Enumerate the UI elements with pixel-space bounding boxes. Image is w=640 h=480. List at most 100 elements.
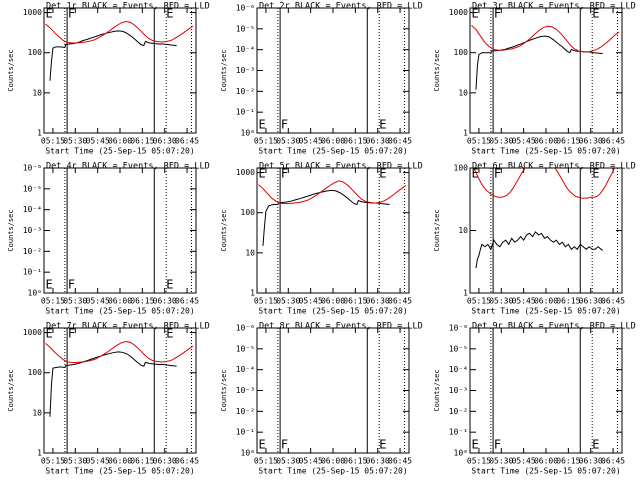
x-tick-label: 05:45 xyxy=(299,137,323,146)
panel: Det 3r BLACK = Events, RED = LLD Counts/s… xyxy=(433,2,636,156)
x-tick-label: 05:15 xyxy=(41,457,65,466)
data-line xyxy=(474,168,615,199)
x-tick-label: 05:30 xyxy=(276,137,300,146)
x-tick-label: 05:15 xyxy=(41,137,65,146)
y-tick-label: 10⁰ xyxy=(454,449,468,458)
y-tick-label: 1 xyxy=(37,449,42,458)
x-tick-label: 06:45 xyxy=(601,297,625,306)
y-tick-label: 1000 xyxy=(23,8,42,17)
y-tick-label: 10⁻² xyxy=(449,407,468,416)
y-axis-label: Counts/sec xyxy=(7,209,15,251)
annotation: E xyxy=(45,327,52,341)
annotation: E xyxy=(45,278,52,292)
x-tick-label: 06:15 xyxy=(343,297,367,306)
annotation: E xyxy=(379,438,386,452)
x-axis-label: Start Time (25-Sep-15 05:07:20) xyxy=(45,467,194,476)
data-line xyxy=(475,231,603,269)
x-axis-label: Start Time (25-Sep-15 05:07:20) xyxy=(45,307,194,316)
annotation: F xyxy=(494,167,501,181)
y-axis-label: Counts/sec xyxy=(433,49,441,91)
annotation: E xyxy=(592,438,599,452)
y-tick-label: 10⁻⁶ xyxy=(236,4,255,13)
panel-title: Det 5r BLACK = Events, RED = LLD xyxy=(259,162,423,172)
annotation: E xyxy=(45,7,52,21)
x-tick-label: 05:45 xyxy=(86,137,110,146)
y-tick-label: 1000 xyxy=(236,168,255,177)
y-tick-label: 10⁻² xyxy=(236,407,255,416)
x-tick-label: 06:00 xyxy=(108,297,132,306)
x-tick-label: 06:15 xyxy=(130,297,154,306)
annotation: F xyxy=(281,438,288,452)
x-tick-label: 06:45 xyxy=(175,297,199,306)
x-axis-label: Start Time (25-Sep-15 05:07:20) xyxy=(258,307,407,316)
panel-title: Det 9r BLACK = Events, RED = LLD xyxy=(472,322,636,332)
x-tick-label: 06:15 xyxy=(343,137,367,146)
y-tick-label: 1 xyxy=(37,129,42,138)
x-axis-label: Start Time (25-Sep-15 05:07:20) xyxy=(471,467,620,476)
x-tick-label: 05:30 xyxy=(489,457,513,466)
x-tick-label: 05:15 xyxy=(254,297,278,306)
x-tick-label: 06:00 xyxy=(108,137,132,146)
x-axis-label: Start Time (25-Sep-15 05:07:20) xyxy=(258,467,407,476)
x-tick-label: 06:45 xyxy=(388,137,412,146)
x-tick-label: 06:30 xyxy=(366,457,390,466)
x-tick-label: 06:00 xyxy=(534,297,558,306)
panel-title: Det 6r BLACK = Events, RED = LLD xyxy=(472,162,636,172)
x-tick-label: 05:15 xyxy=(467,457,491,466)
x-tick-label: 06:30 xyxy=(579,297,603,306)
x-tick-label: 06:45 xyxy=(601,457,625,466)
y-tick-label: 10 xyxy=(32,88,42,97)
x-tick-label: 05:30 xyxy=(63,457,87,466)
x-tick-label: 06:45 xyxy=(175,137,199,146)
x-tick-label: 05:30 xyxy=(489,297,513,306)
data-line xyxy=(49,351,177,417)
x-tick-label: 05:15 xyxy=(254,137,278,146)
x-tick-label: 05:45 xyxy=(86,457,110,466)
panel-title: Det 8r BLACK = Events, RED = LLD xyxy=(259,322,423,332)
y-axis-label: Counts/sec xyxy=(220,49,228,91)
y-tick-label: 10⁻² xyxy=(23,247,42,256)
x-tick-label: 06:15 xyxy=(556,457,580,466)
y-axis-label: Counts/sec xyxy=(433,209,441,251)
data-line xyxy=(471,25,620,53)
panel: Det 5r BLACK = Events, RED = LLD Counts/s… xyxy=(220,162,423,316)
panel-title: Det 3r BLACK = Events, RED = LLD xyxy=(472,2,636,12)
x-tick-label: 05:15 xyxy=(467,297,491,306)
x-axis-label: Start Time (25-Sep-15 05:07:20) xyxy=(45,147,194,156)
annotation: E xyxy=(471,7,478,21)
annotation: E xyxy=(592,7,599,21)
y-tick-label: 10⁻¹ xyxy=(23,268,42,277)
annotation: E xyxy=(166,327,173,341)
x-tick-label: 06:30 xyxy=(366,297,390,306)
y-tick-label: 1 xyxy=(250,289,255,298)
x-tick-label: 05:45 xyxy=(512,457,536,466)
x-tick-label: 05:15 xyxy=(41,297,65,306)
x-tick-label: 05:15 xyxy=(467,137,491,146)
panel: Det 9r BLACK = Events, RED = LLD Counts/s… xyxy=(433,322,636,476)
y-tick-label: 10⁻⁵ xyxy=(236,24,255,33)
y-tick-label: 10 xyxy=(458,226,468,235)
data-line xyxy=(49,30,177,81)
x-tick-label: 05:30 xyxy=(63,137,87,146)
y-tick-label: 100 xyxy=(241,208,256,217)
y-tick-label: 1000 xyxy=(449,8,468,17)
y-tick-label: 10⁻⁴ xyxy=(236,45,255,54)
x-tick-label: 06:15 xyxy=(556,297,580,306)
x-tick-label: 06:30 xyxy=(153,297,177,306)
x-axis-label: Start Time (25-Sep-15 05:07:20) xyxy=(471,307,620,316)
y-tick-label: 10⁻⁶ xyxy=(23,164,42,173)
y-tick-label: 100 xyxy=(454,48,469,57)
x-tick-label: 06:45 xyxy=(175,457,199,466)
data-line xyxy=(475,35,603,90)
x-tick-label: 05:30 xyxy=(489,137,513,146)
y-tick-label: 1 xyxy=(463,129,468,138)
x-tick-label: 06:15 xyxy=(556,137,580,146)
x-tick-label: 06:30 xyxy=(579,457,603,466)
panel: Det 2r BLACK = Events, RED = LLD Counts/s… xyxy=(220,2,423,156)
data-line xyxy=(45,340,194,363)
annotation: F xyxy=(494,438,501,452)
data-line xyxy=(45,20,194,44)
y-tick-label: 100 xyxy=(454,164,469,173)
x-tick-label: 05:45 xyxy=(512,297,536,306)
y-tick-label: 10⁰ xyxy=(28,289,42,298)
